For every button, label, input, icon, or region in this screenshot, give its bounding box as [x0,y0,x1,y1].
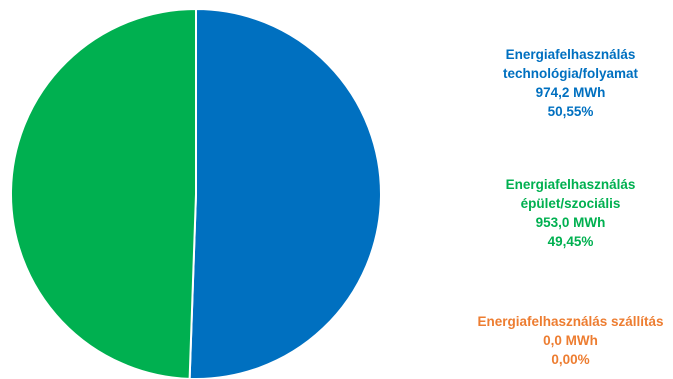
legend-label-line-1: Energiafelhasználás szállítás [477,314,664,329]
legend-value: 953,0 MWh [535,215,606,230]
legend-percent: 50,55% [547,104,594,119]
legend-label-line-1: Energiafelhasználás [505,47,636,62]
legend-value: 0,0 MWh [543,333,598,348]
legend-entry-epulet: Energiafelhasználás épület/szociális 953… [468,175,673,251]
legend-label-line-2: épület/szociális [520,196,621,211]
pie-slice-0 [188,7,382,379]
legend-value: 974,2 MWh [535,85,606,100]
legend-entry-szallitas: Energiafelhasználás szállítás 0,0 MWh 0,… [468,312,673,369]
legend-label-line-2: technológia/folyamat [502,66,639,81]
pie-slice-1 [10,7,197,379]
legend-percent: 0,00% [551,352,590,367]
legend-entry-technologia: Energiafelhasználás technológia/folyamat… [468,45,673,121]
pie-chart [10,7,382,379]
pie-slices [10,7,382,379]
legend-label-line-1: Energiafelhasználás [505,177,636,192]
legend-percent: 49,45% [547,234,594,249]
